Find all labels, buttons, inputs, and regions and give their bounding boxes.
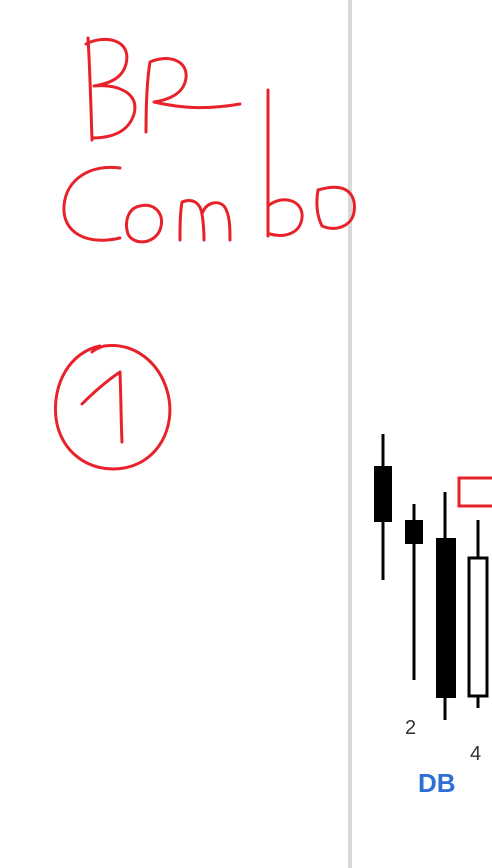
handwritten-number-one [80, 370, 124, 444]
bar-label-2: 2 [405, 717, 417, 739]
bar-label-4: 4 [470, 743, 482, 765]
handwritten-letter-b-bowls [84, 37, 137, 140]
handwritten-letter-o [125, 203, 163, 244]
annotation-rect-marker [457, 476, 492, 508]
candle-1-body [374, 466, 392, 522]
pattern-label-db: DB [418, 768, 456, 798]
handwritten-letter-b [86, 36, 94, 142]
candle-4-body [467, 556, 489, 698]
pane-divider[interactable] [348, 0, 352, 868]
handwritten-circle [53, 344, 172, 471]
handwritten-letter-r [144, 57, 242, 134]
handwritten-letter-o-last [315, 185, 356, 230]
candle-3-body [436, 538, 456, 698]
candle-2-body [405, 520, 423, 544]
handwritten-letter-m [178, 199, 232, 242]
handwritten-letter-b-lower [266, 88, 304, 238]
handwritten-letter-c [62, 165, 122, 242]
